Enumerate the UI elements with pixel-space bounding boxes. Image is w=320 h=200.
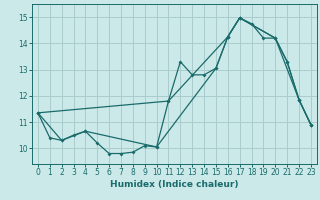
X-axis label: Humidex (Indice chaleur): Humidex (Indice chaleur) [110, 180, 239, 189]
